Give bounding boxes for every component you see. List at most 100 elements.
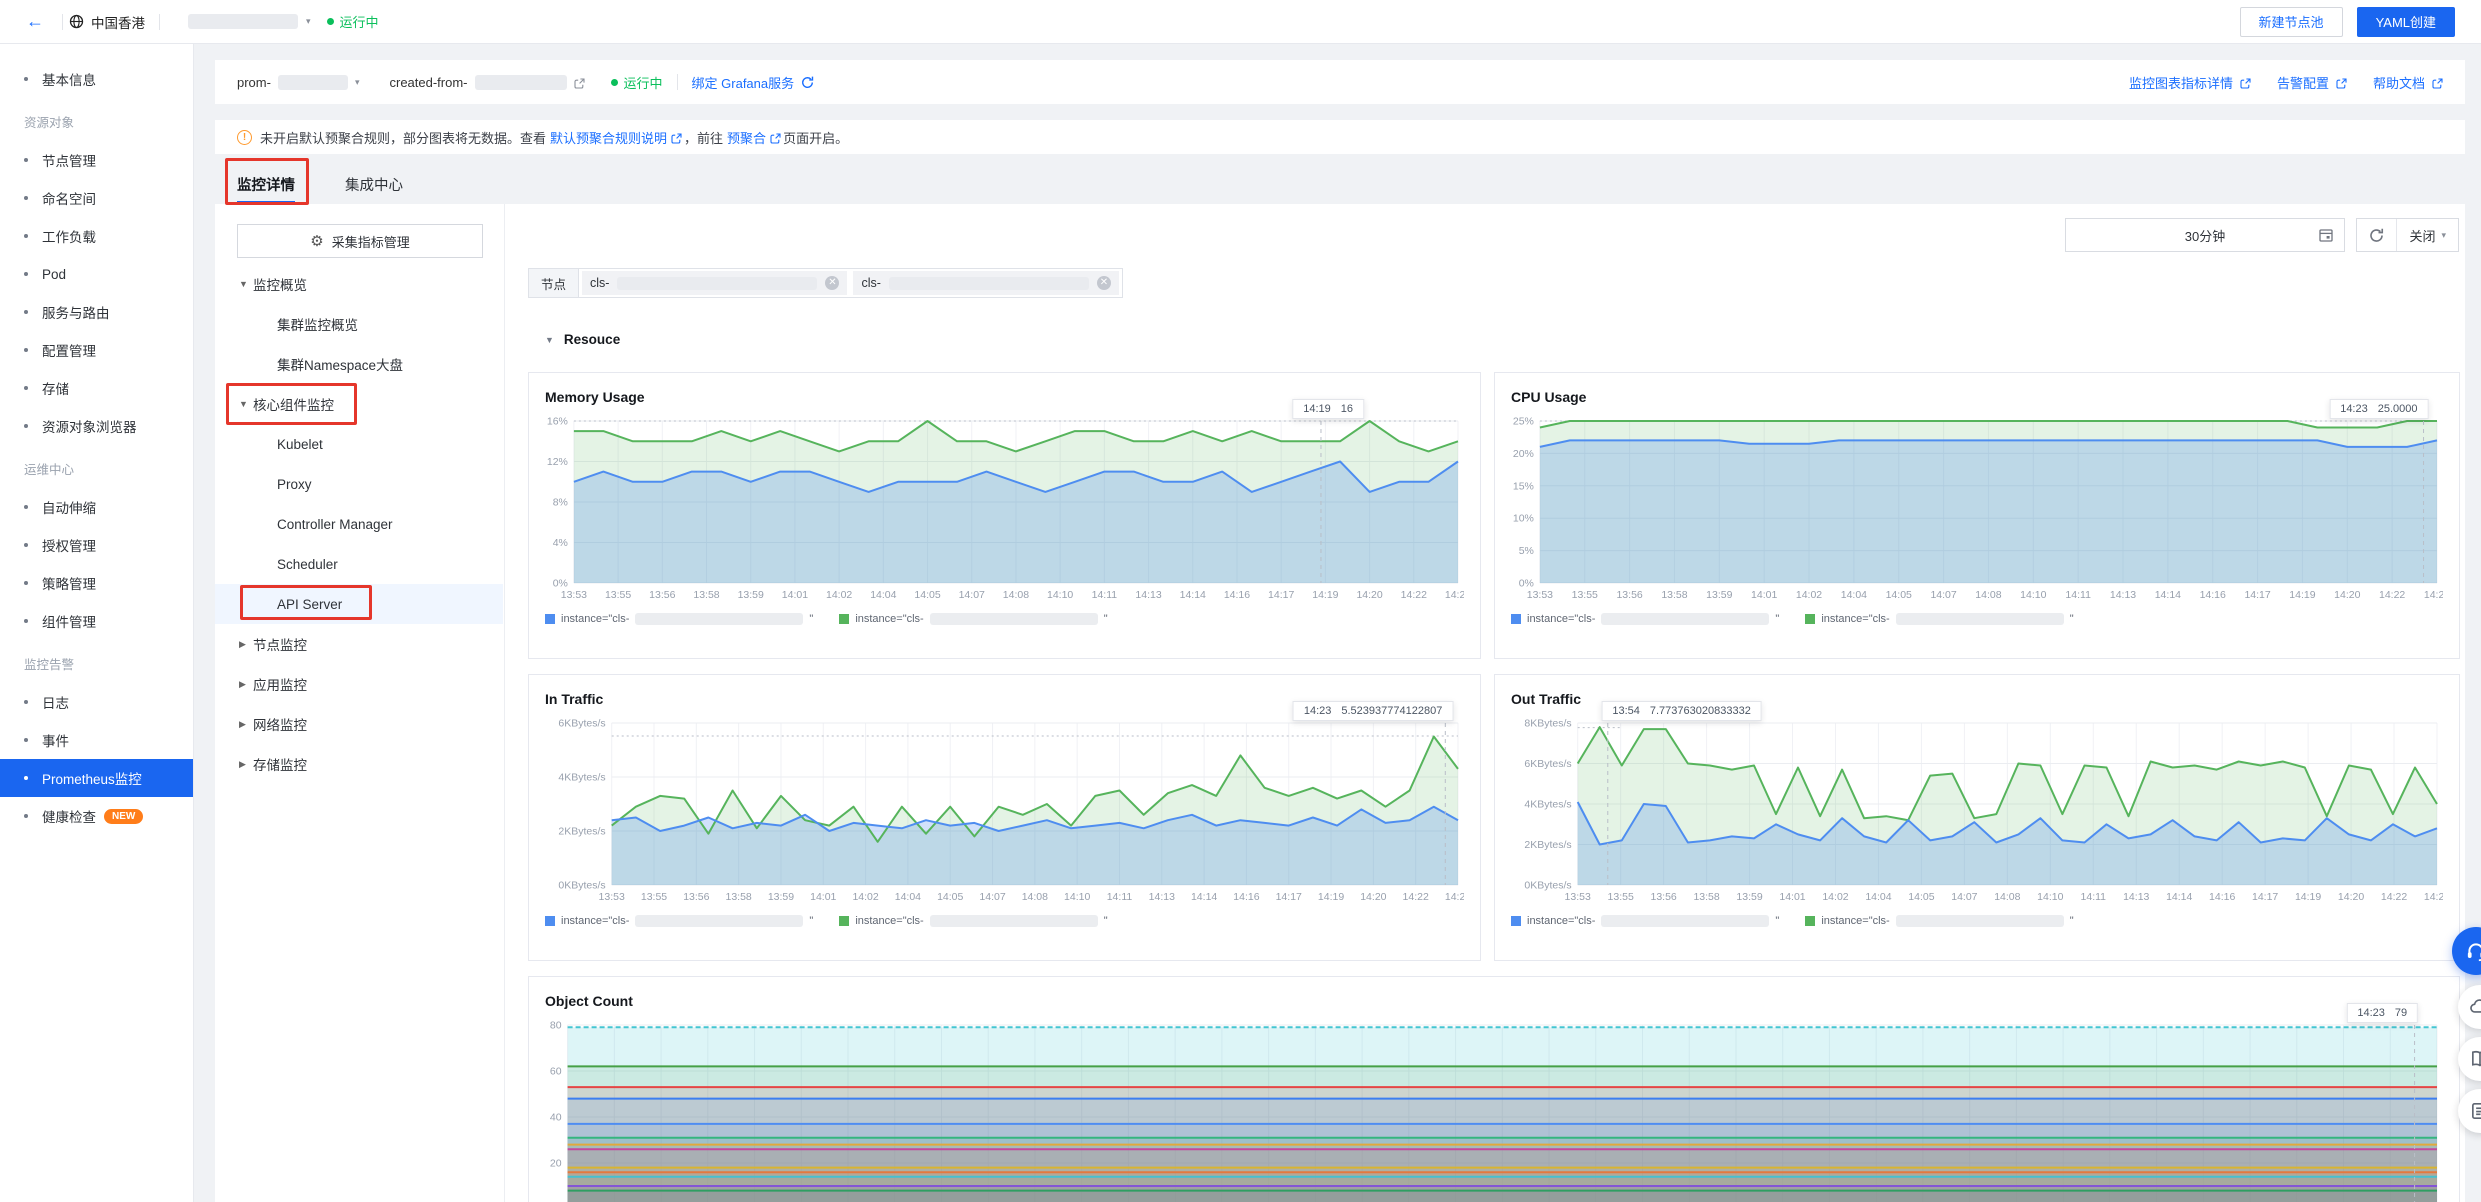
sidebar-item-组件管理[interactable]: 组件管理 (0, 602, 193, 640)
sidebar-item-日志[interactable]: 日志 (0, 683, 193, 721)
legend-item[interactable]: instance="cls-" (1805, 613, 2073, 625)
sidebar-item-命名空间[interactable]: 命名空间 (0, 179, 193, 217)
remove-filter-icon[interactable]: ✕ (825, 276, 839, 290)
auto-refresh-label: 关闭 (2409, 226, 2435, 245)
tree-node-节点监控[interactable]: ▶节点监控 (215, 624, 503, 664)
sidebar-item-label: 工作负载 (42, 226, 96, 246)
refresh-button[interactable] (2357, 219, 2396, 251)
svg-text:14:02: 14:02 (826, 589, 852, 601)
sidebar-section-header: 运维中心 (0, 445, 193, 488)
region-selector[interactable]: 中国香港 (69, 12, 145, 32)
svg-text:14:01: 14:01 (810, 891, 836, 903)
sidebar-item-资源对象浏览器[interactable]: 资源对象浏览器 (0, 407, 193, 445)
pre-aggregation-link[interactable]: 预聚合 (727, 128, 766, 147)
tree-leaf-Kubelet[interactable]: Kubelet (215, 424, 503, 464)
svg-text:14:02: 14:02 (852, 891, 878, 903)
tree-node-监控概览[interactable]: ▼监控概览 (215, 264, 503, 304)
legend-instance-prefix: instance="cls- (1527, 915, 1595, 927)
prometheus-instance-select[interactable]: prom- ▾ (237, 75, 359, 90)
auto-refresh-toggle[interactable]: 关闭 ▾ (2396, 219, 2458, 251)
tree-leaf-API Server[interactable]: API Server (215, 584, 503, 624)
memory-usage-chart[interactable]: 13:5313:5513:5613:5813:5914:0114:0214:04… (545, 413, 1464, 603)
tree-leaf-Scheduler[interactable]: Scheduler (215, 544, 503, 584)
in-traffic-chart[interactable]: 13:5313:5513:5613:5813:5914:0114:0214:04… (545, 715, 1464, 905)
aggregation-rule-doc-link[interactable]: 默认预聚合规则说明 (550, 128, 667, 147)
new-nodepool-button[interactable]: 新建节点池 (2240, 7, 2343, 37)
sidebar-item-label: 健康检查 (42, 806, 96, 826)
legend-item[interactable]: instance="cls-" (545, 915, 813, 927)
time-range-picker[interactable]: 30分钟 (2065, 218, 2345, 252)
svg-text:14:20: 14:20 (2334, 589, 2360, 601)
chart-tooltip: 14:235.523937774122807 (1293, 701, 1453, 721)
sidebar-item-健康检查[interactable]: 健康检查NEW (0, 797, 193, 835)
legend-instance-redacted (1601, 915, 1769, 927)
legend-item[interactable]: instance="cls-" (839, 613, 1107, 625)
metrics-detail-link[interactable]: 监控图表指标详情 (2129, 73, 2251, 92)
tree-node-应用监控[interactable]: ▶应用监控 (215, 664, 503, 704)
tree-node-核心组件监控[interactable]: ▼核心组件监控 (215, 384, 503, 424)
tab-monitor-detail[interactable]: 监控详情 (237, 164, 295, 204)
cluster-selector[interactable]: ▾ (188, 14, 311, 29)
sidebar-item-label: 存储 (42, 378, 69, 398)
sidebar-item-基本信息[interactable]: 基本信息 (0, 60, 193, 98)
svg-text:14:01: 14:01 (782, 589, 808, 601)
legend-instance-redacted (1896, 613, 2064, 625)
sidebar-item-策略管理[interactable]: 策略管理 (0, 564, 193, 602)
tree-leaf-集群监控概览[interactable]: 集群监控概览 (215, 304, 503, 344)
bullet-icon (24, 700, 28, 704)
svg-text:14:20: 14:20 (1356, 589, 1382, 601)
help-doc-label: 帮助文档 (2373, 73, 2425, 92)
legend-instance-suffix: " (2070, 915, 2074, 927)
tab-integration-center[interactable]: 集成中心 (345, 164, 403, 204)
sidebar-item-事件[interactable]: 事件 (0, 721, 193, 759)
node-filter-pill[interactable]: cls- ✕ (853, 271, 1118, 295)
help-doc-link[interactable]: 帮助文档 (2373, 73, 2443, 92)
refresh-icon[interactable] (801, 76, 814, 89)
external-link-icon (2240, 77, 2251, 88)
sidebar-item-存储[interactable]: 存储 (0, 369, 193, 407)
sidebar-item-自动伸缩[interactable]: 自动伸缩 (0, 488, 193, 526)
cluster-status: 运行中 (327, 12, 379, 31)
legend-item[interactable]: instance="cls-" (1511, 915, 1779, 927)
legend-item[interactable]: instance="cls-" (1805, 915, 2073, 927)
svg-text:13:56: 13:56 (1616, 589, 1642, 601)
instance-name-redacted (278, 75, 348, 90)
sidebar-item-Prometheus监控[interactable]: Prometheus监控 (0, 759, 193, 797)
back-arrow-icon[interactable]: ← (26, 11, 44, 32)
svg-text:14:13: 14:13 (2123, 891, 2149, 903)
cpu-usage-chart[interactable]: 13:5313:5513:5613:5813:5914:0114:0214:04… (1511, 413, 2443, 603)
alarm-config-link[interactable]: 告警配置 (2277, 73, 2347, 92)
sidebar-item-label: 组件管理 (42, 611, 96, 631)
sidebar-item-配置管理[interactable]: 配置管理 (0, 331, 193, 369)
object-count-chart[interactable]: 13:5313:5413:5513:5513:5613:5713:5813:58… (545, 1017, 2443, 1202)
sidebar-item-工作负载[interactable]: 工作负载 (0, 217, 193, 255)
external-link-icon[interactable] (574, 77, 585, 88)
svg-text:13:55: 13:55 (1608, 891, 1634, 903)
svg-text:14:13: 14:13 (2110, 589, 2136, 601)
svg-text:14:08: 14:08 (1994, 891, 2020, 903)
sidebar-item-服务与路由[interactable]: 服务与路由 (0, 293, 193, 331)
tooltip-value: 25.0000 (2378, 403, 2418, 415)
tree-leaf-集群Namespace大盘[interactable]: 集群Namespace大盘 (215, 344, 503, 384)
legend-item[interactable]: instance="cls-" (839, 915, 1107, 927)
tree-leaf-Proxy[interactable]: Proxy (215, 464, 503, 504)
bind-grafana-link[interactable]: 绑定 Grafana服务 (692, 73, 815, 92)
legend-item[interactable]: instance="cls-" (545, 613, 813, 625)
legend-item[interactable]: instance="cls-" (1511, 613, 1779, 625)
sidebar-item-节点管理[interactable]: 节点管理 (0, 141, 193, 179)
linked-cluster[interactable]: created-from- (389, 75, 584, 90)
cpu-usage-chart-card: CPU Usage 13:5313:5513:5613:5813:5914:01… (1494, 372, 2460, 659)
out-traffic-chart[interactable]: 13:5313:5513:5613:5813:5914:0114:0214:04… (1511, 715, 2443, 905)
sidebar-item-授权管理[interactable]: 授权管理 (0, 526, 193, 564)
svg-text:14:07: 14:07 (979, 891, 1005, 903)
resource-section-toggle[interactable]: ▼ Resouce (545, 332, 620, 347)
yaml-create-button[interactable]: YAML创建 (2357, 7, 2455, 37)
app-screen: ← 中国香港 ▾ 运行中 新建节点池 YAML创建 基本信息资源对象节点管理命名… (0, 0, 2481, 1202)
node-filter-pill[interactable]: cls- ✕ (582, 271, 847, 295)
tree-node-网络监控[interactable]: ▶网络监控 (215, 704, 503, 744)
sidebar-item-Pod[interactable]: Pod (0, 255, 193, 293)
tree-node-存储监控[interactable]: ▶存储监控 (215, 744, 503, 784)
remove-filter-icon[interactable]: ✕ (1097, 276, 1111, 290)
tree-leaf-Controller Manager[interactable]: Controller Manager (215, 504, 503, 544)
collect-metrics-manage-button[interactable]: ⚙ 采集指标管理 (237, 224, 483, 258)
